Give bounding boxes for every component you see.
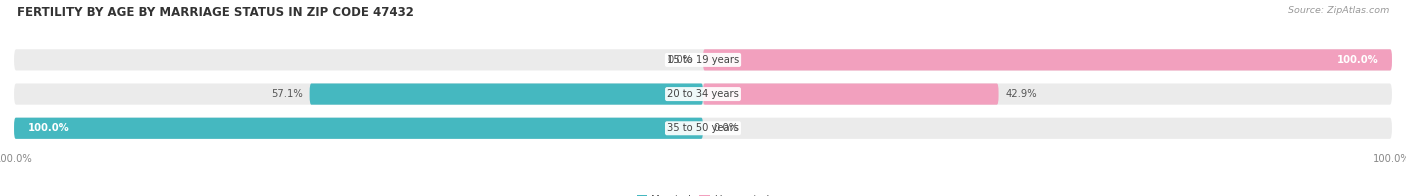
Text: 100.0%: 100.0%	[1337, 55, 1378, 65]
FancyBboxPatch shape	[703, 49, 1392, 71]
FancyBboxPatch shape	[14, 118, 1392, 139]
FancyBboxPatch shape	[309, 83, 703, 105]
Text: 35 to 50 years: 35 to 50 years	[666, 123, 740, 133]
FancyBboxPatch shape	[14, 83, 1392, 105]
Text: 42.9%: 42.9%	[1005, 89, 1038, 99]
FancyBboxPatch shape	[14, 118, 703, 139]
Text: FERTILITY BY AGE BY MARRIAGE STATUS IN ZIP CODE 47432: FERTILITY BY AGE BY MARRIAGE STATUS IN Z…	[17, 6, 413, 19]
FancyBboxPatch shape	[14, 49, 1392, 71]
Text: 100.0%: 100.0%	[28, 123, 69, 133]
Text: 20 to 34 years: 20 to 34 years	[666, 89, 740, 99]
FancyBboxPatch shape	[703, 83, 998, 105]
Text: 15 to 19 years: 15 to 19 years	[666, 55, 740, 65]
Text: 57.1%: 57.1%	[271, 89, 302, 99]
Text: 0.0%: 0.0%	[668, 55, 693, 65]
Text: 0.0%: 0.0%	[713, 123, 738, 133]
Legend: Married, Unmarried: Married, Unmarried	[633, 191, 773, 196]
Text: Source: ZipAtlas.com: Source: ZipAtlas.com	[1288, 6, 1389, 15]
